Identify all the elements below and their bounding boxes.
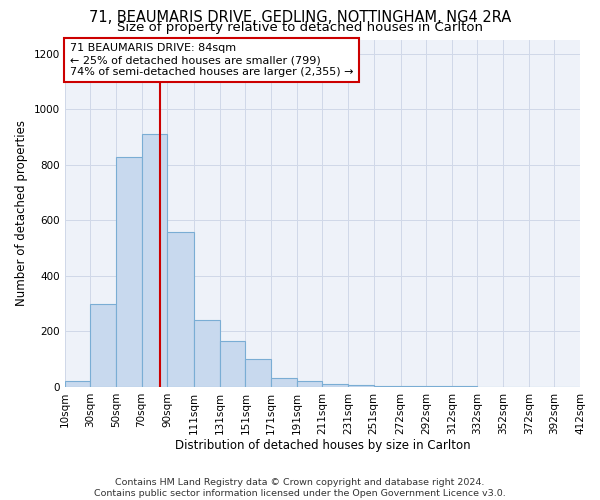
Bar <box>348 385 374 387</box>
Bar <box>65 382 91 387</box>
Y-axis label: Number of detached properties: Number of detached properties <box>15 120 28 306</box>
Bar <box>426 386 452 387</box>
Text: Size of property relative to detached houses in Carlton: Size of property relative to detached ho… <box>117 22 483 35</box>
Bar <box>116 156 142 387</box>
Bar <box>220 341 245 387</box>
Bar <box>452 386 478 387</box>
Bar <box>167 232 194 387</box>
Bar <box>245 359 271 387</box>
Bar <box>401 386 426 387</box>
Bar <box>194 320 220 387</box>
Bar <box>296 382 322 387</box>
Bar <box>271 378 296 387</box>
Text: 71 BEAUMARIS DRIVE: 84sqm
← 25% of detached houses are smaller (799)
74% of semi: 71 BEAUMARIS DRIVE: 84sqm ← 25% of detac… <box>70 44 353 76</box>
Bar <box>142 134 167 387</box>
X-axis label: Distribution of detached houses by size in Carlton: Distribution of detached houses by size … <box>175 440 470 452</box>
Text: 71, BEAUMARIS DRIVE, GEDLING, NOTTINGHAM, NG4 2RA: 71, BEAUMARIS DRIVE, GEDLING, NOTTINGHAM… <box>89 10 511 25</box>
Bar <box>91 304 116 387</box>
Bar <box>374 386 401 387</box>
Text: Contains HM Land Registry data © Crown copyright and database right 2024.
Contai: Contains HM Land Registry data © Crown c… <box>94 478 506 498</box>
Bar <box>322 384 348 387</box>
